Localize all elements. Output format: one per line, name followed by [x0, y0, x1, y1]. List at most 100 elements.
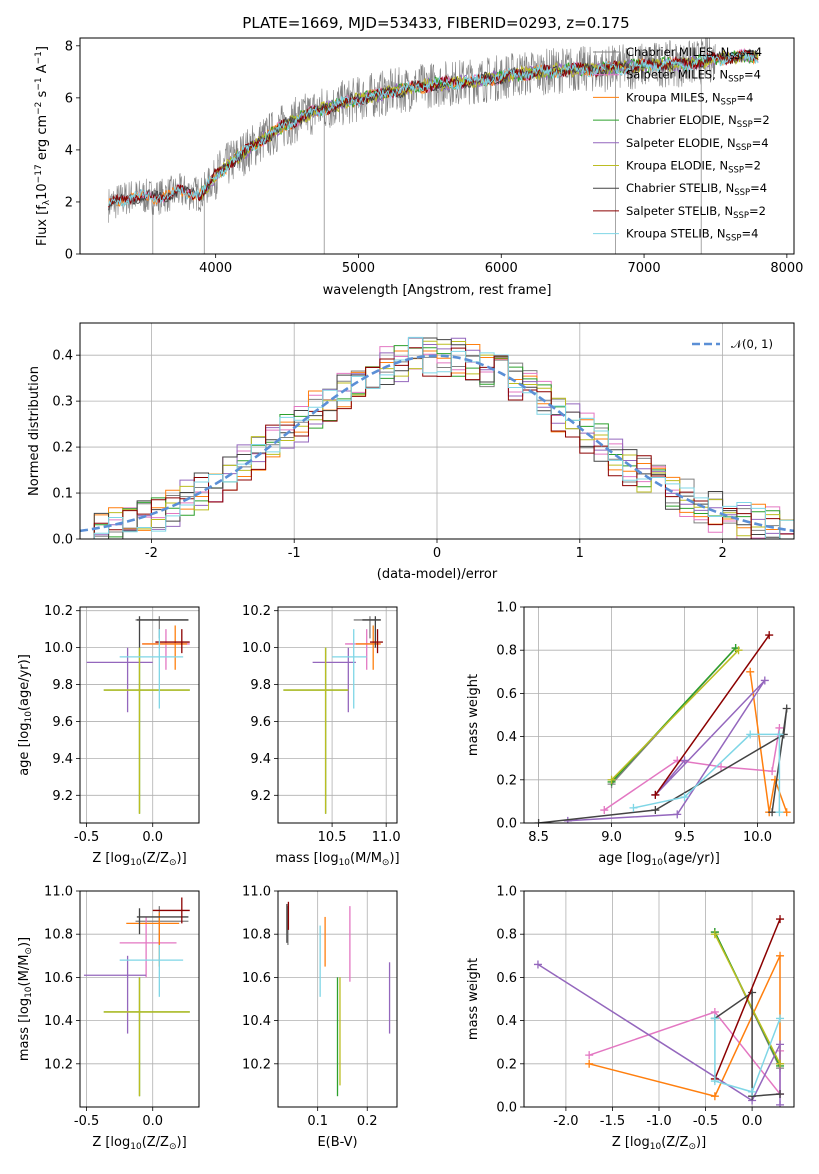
y-tick-label: 10.2 — [242, 1057, 271, 1072]
weight_vs_Z-xlabel-part: )] — [696, 1135, 706, 1150]
errorbar-point — [283, 647, 349, 814]
weight-line-salpeter-elodie — [567, 679, 766, 822]
weight-vs-age-panel: 8.5 9.0 9.5 10.0 0.0 0.2 0.4 0.6 0.8 1.0 age [log1… — [466, 601, 795, 868]
legend-label-text: Kroupa MILES, N — [626, 90, 721, 104]
age_vs_mass-xlabel-part: mass [log — [275, 851, 338, 866]
legend-label-val: =4 — [752, 136, 769, 150]
normal-curve — [80, 354, 794, 533]
plot-area — [534, 631, 791, 823]
mass_vs_Z-xlabel-part: Z [log — [92, 1135, 130, 1150]
weight-marker — [600, 806, 609, 815]
spectrum-ylabel-part: 10 — [35, 183, 50, 200]
x-tick-label: 10.5 — [318, 830, 347, 845]
x-tick-label: -1.0 — [646, 1114, 671, 1129]
weight-marker — [776, 915, 785, 924]
age_vs_Z-ylabel-part: 10 — [24, 711, 34, 723]
errorbar-point — [119, 916, 177, 978]
weight-marker — [629, 803, 638, 812]
y-tick-label: 0.8 — [496, 644, 517, 659]
x-tick-label: 7000 — [628, 261, 661, 276]
mass_vs_ebv-xlabel-part: E(B-V) — [317, 1135, 357, 1150]
weight_vs_age-xlabel-part: 10 — [651, 858, 663, 868]
axes-frame — [79, 322, 795, 540]
x-tick-label: -1 — [288, 546, 301, 561]
mass_vs_ebv-xlabel: E(B-V) — [317, 1135, 357, 1150]
x-tick-label: -2.0 — [553, 1114, 578, 1129]
x-tick-label: 2 — [718, 546, 726, 561]
spectrum-ylabel-part: s — [35, 90, 50, 101]
y-tick-label: 10.0 — [44, 641, 73, 656]
errorbar-point — [136, 616, 189, 648]
y-tick-label: 11.0 — [44, 885, 73, 900]
weight-marker — [585, 1051, 594, 1060]
legend-normal-label: 𝒩(0, 1) — [731, 337, 773, 351]
spectrum-ylabel-part: Flux [f — [35, 205, 50, 246]
y-tick-label: 2 — [65, 195, 73, 210]
legend-label-text: Kroupa ELODIE, N — [626, 159, 728, 173]
age_vs_mass-xlabel-part: (M/M — [350, 851, 382, 866]
y-tick-label: 1.0 — [496, 885, 517, 900]
legend-label-val: =2 — [744, 159, 761, 173]
weight_vs_age-ylabel: mass weight — [466, 674, 481, 756]
y-tick-label: 10.6 — [44, 971, 73, 986]
legend-label-text: Kroupa STELIB, N — [626, 227, 726, 241]
errorbar-point — [103, 647, 190, 814]
y-tick-label: 0.0 — [52, 533, 73, 548]
spectrum-ylabel-part: −2 — [34, 102, 44, 115]
mass_vs_Z-xlabel-part: 10 — [130, 1142, 142, 1152]
plot-area — [80, 336, 794, 539]
legend-entry: Salpeter MILES, NSSP=4 — [593, 68, 761, 85]
legend-label: Salpeter MILES, NSSP=4 — [626, 68, 761, 85]
age_vs_Z-xlabel-part: )] — [177, 851, 187, 866]
x-tick-label: 10.0 — [743, 830, 772, 845]
errorbar-point — [83, 955, 147, 1034]
weight-line-salpeter-stelib — [714, 918, 781, 1080]
legend-label-text: Chabrier ELODIE, N — [626, 113, 737, 127]
weight-marker — [651, 806, 660, 815]
residuals-xlabel: (data-model)/error — [377, 567, 498, 582]
y-tick-label: 9.2 — [250, 789, 271, 804]
y-tick-label: 0.6 — [496, 687, 517, 702]
histogram-kroupa-miles — [80, 344, 794, 539]
plot-area — [86, 616, 190, 814]
y-tick-label: 10.4 — [242, 1014, 271, 1029]
weight-vs-z-panel: -2.0 -1.5 -1.0 -0.5 0.0 0.0 0.2 0.4 0.6 0.8 1.0 Z [… — [466, 885, 795, 1152]
weight-marker — [710, 1077, 719, 1086]
x-tick-label: 0.1 — [307, 1114, 328, 1129]
weight-marker — [710, 1092, 719, 1101]
legend-label-text: Salpeter ELODIE, N — [626, 136, 736, 150]
y-tick-label: 4 — [65, 143, 73, 158]
legend-label-val: =2 — [749, 204, 766, 218]
y-tick-label: 6 — [65, 91, 73, 106]
y-tick-label: 0 — [65, 248, 73, 263]
weight-marker — [776, 1100, 785, 1107]
mass_vs_Z-ylabel: mass [log10(M/M⊙)] — [17, 937, 34, 1061]
errorbar-point — [136, 908, 189, 935]
spectrum-xlabel: wavelength [Angstrom, rest frame] — [323, 283, 552, 298]
age_vs_mass-xlabel-part: )] — [389, 851, 399, 866]
weight-line-salpeter-miles — [603, 727, 781, 811]
mass-vs-z-panel: -0.5 0.010.210.410.610.811.0Z [log10(Z/Z⊙… — [17, 885, 200, 1152]
weight_vs_age-xlabel-part: age [log — [598, 851, 651, 866]
weight-marker — [607, 775, 616, 784]
age_vs_mass-xlabel-part: 10 — [339, 858, 351, 868]
legend-label-sub: SSP — [733, 211, 749, 221]
legend-label-sub: SSP — [729, 52, 745, 62]
y-tick-label: 0.0 — [496, 1101, 517, 1116]
errorbar-point — [103, 647, 190, 814]
weight-line-kroupa-miles — [589, 955, 781, 1098]
legend-label-text: Chabrier MILES, N — [626, 45, 729, 59]
legend-entry: Salpeter ELODIE, NSSP=4 — [593, 136, 769, 153]
weight_vs_Z-ylabel: mass weight — [466, 958, 481, 1040]
age_vs_Z-ylabel-part: (age/yr)] — [17, 654, 32, 711]
x-tick-label: 0.2 — [357, 1114, 378, 1129]
spectrum-ylabel-part: λ — [42, 199, 52, 205]
axes-frame — [79, 890, 200, 1108]
weight_vs_Z-xlabel: Z [log10(Z/Z⊙)] — [612, 1135, 706, 1152]
legend-label-sub: SSP — [726, 234, 742, 244]
y-tick-label: 10.2 — [44, 1057, 73, 1072]
age_vs_Z-xlabel: Z [log10(Z/Z⊙)] — [92, 851, 186, 868]
y-tick-label: 0.3 — [52, 395, 73, 410]
weight-marker — [680, 793, 689, 802]
weight-marker — [776, 1014, 785, 1023]
